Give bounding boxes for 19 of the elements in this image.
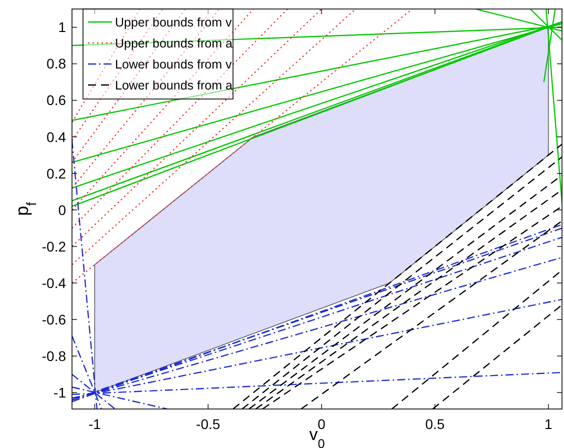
x-tick-label: 0.5 [425,416,445,432]
x-tick-label: -0.5 [196,416,220,432]
x-tick-label: -1 [88,416,102,432]
y-tick-label: 0.4 [46,128,66,145]
y-tick-label: 0 [58,202,66,218]
y-tick-label: -0.6 [42,311,66,328]
y-tick-label: 1 [58,19,66,36]
y-tick-label: -1 [54,384,66,400]
y-tick-label: 0.2 [46,165,66,182]
y-tick-label: 0.8 [46,56,66,72]
legend-label: Lower bounds from a [115,78,232,92]
y-tick-label: 0.6 [46,92,66,108]
y-tick-label: -0.2 [42,238,66,254]
x-tick-label: 1 [544,416,552,432]
legend-label: Upper bounds from v [115,15,232,30]
y-tick-label: -0.8 [42,348,66,364]
y-tick-label: -0.4 [42,274,66,291]
legend-label: Upper bounds from a [115,36,232,50]
legend-label: Lower bounds from v [115,57,232,72]
